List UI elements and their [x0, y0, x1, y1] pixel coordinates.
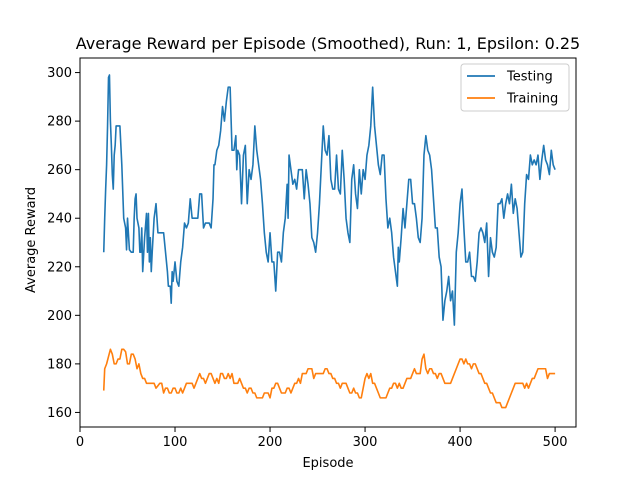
plot-layer: 0 100 200 300 400 500 160 180 200 220 240 260 280 300 — [47, 57, 577, 450]
x-axis-label: Episode — [302, 456, 353, 471]
x-tick-label: 100 — [163, 435, 188, 450]
y-tick-label: 180 — [47, 357, 72, 372]
x-tick-label: 0 — [76, 435, 84, 450]
x-tick-label: 300 — [353, 435, 378, 450]
chart-title: Average Reward per Episode (Smoothed), R… — [76, 34, 580, 53]
y-tick-label: 200 — [47, 309, 72, 324]
x-tick-label: 500 — [543, 435, 568, 450]
legend-label-training: Training — [506, 92, 558, 107]
series-line-testing — [102, 74, 556, 326]
y-tick-label: 220 — [47, 260, 72, 275]
legend-label-testing: Testing — [506, 70, 553, 85]
x-tick-label: 200 — [258, 435, 283, 450]
x-tick-label: 400 — [448, 435, 473, 450]
y-tick-label: 300 — [47, 66, 72, 81]
y-axis-label: Average Reward — [24, 187, 39, 293]
legend: Testing Training — [460, 63, 570, 112]
y-tick-label: 240 — [47, 212, 72, 227]
series-line-training — [102, 348, 556, 409]
plot-frame — [79, 57, 577, 428]
y-tick-label: 260 — [47, 163, 72, 178]
y-tick-label: 280 — [47, 115, 72, 130]
y-tick-label: 160 — [47, 406, 72, 421]
